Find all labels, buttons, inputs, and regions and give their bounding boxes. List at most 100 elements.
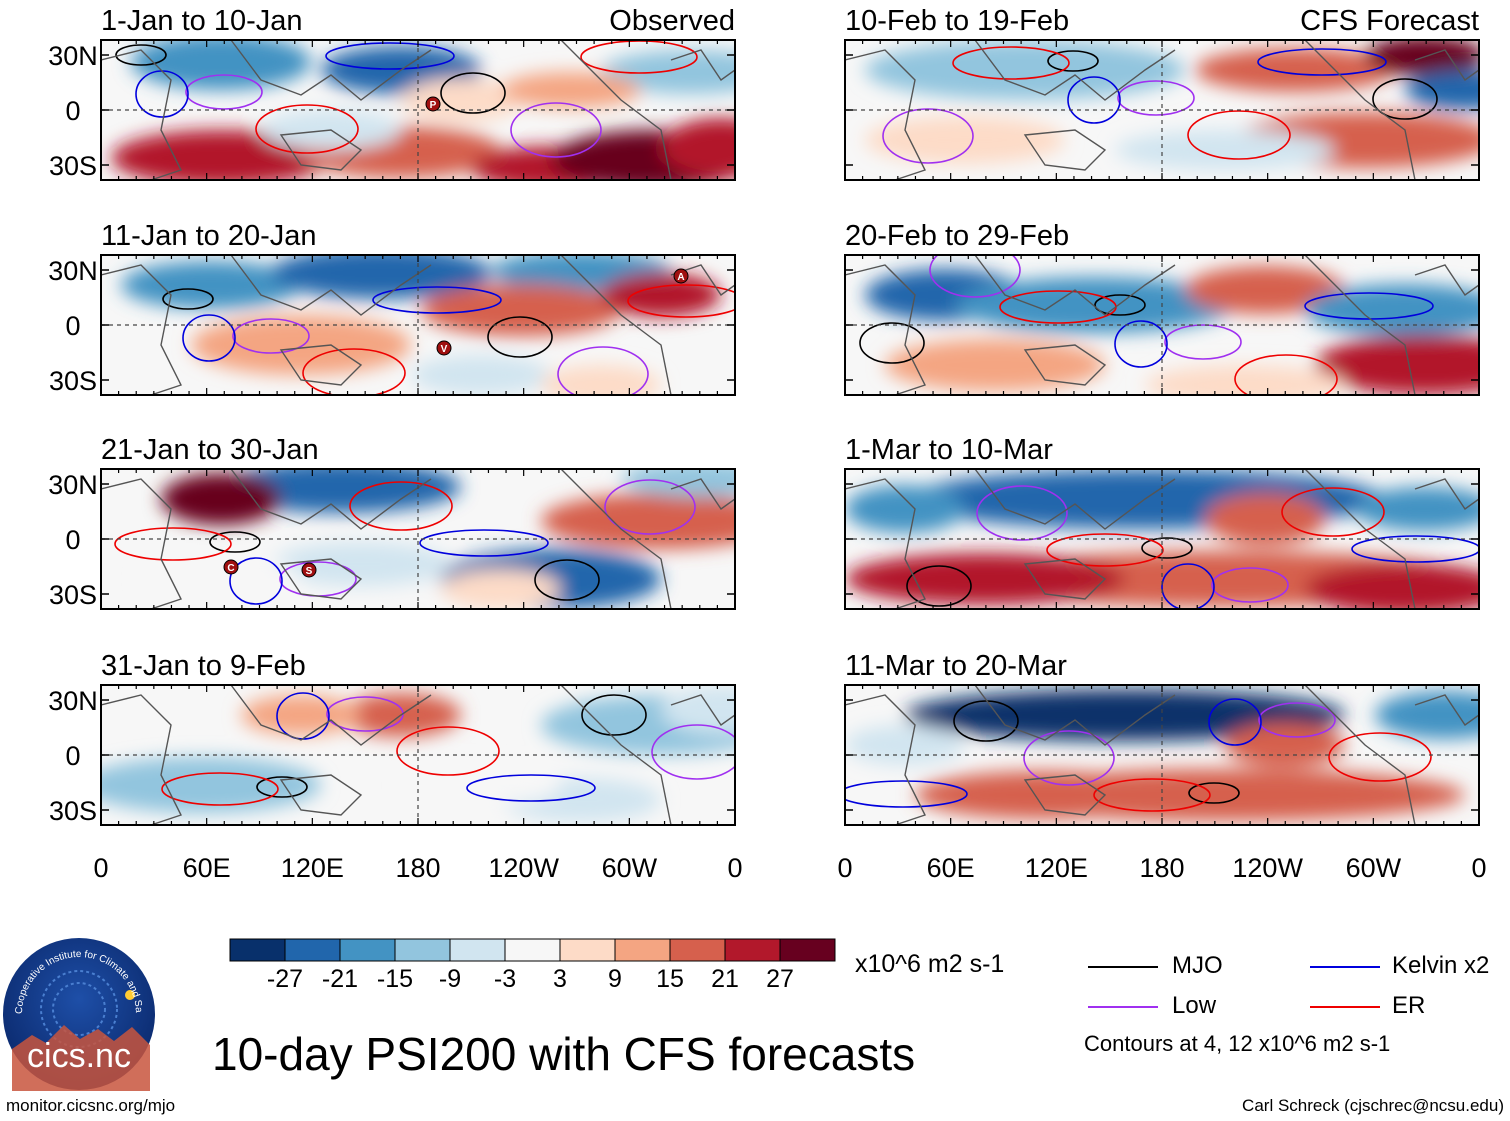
figure-title: 10-day PSI200 with CFS forecasts <box>212 1028 916 1080</box>
legend-line-kelvin <box>1310 966 1380 968</box>
panel-source-tag: CFS Forecast <box>1300 5 1479 37</box>
colorbar-cell <box>284 938 341 962</box>
y-tick-label: 30S <box>49 366 97 396</box>
x-tick-label: 0 <box>727 853 742 883</box>
y-tick-label: 0 <box>65 96 80 126</box>
x-tick-label: 180 <box>395 853 440 883</box>
legend-label-low: Low <box>1172 992 1217 1019</box>
y-tick-label: 0 <box>65 311 80 341</box>
x-tick-label: 120W <box>488 853 559 883</box>
map-panel: 1-Mar to 10-Mar <box>844 434 1480 610</box>
svg-text:P: P <box>430 100 437 111</box>
x-tick-label: 60W <box>1346 853 1402 883</box>
source-url: monitor.cicsnc.org/mjo <box>6 1096 176 1115</box>
colorbar-cell <box>779 938 836 962</box>
psi-field <box>141 469 735 609</box>
coastlines <box>101 40 735 180</box>
phase-marker: A <box>673 268 689 284</box>
logo-text: cics.nc <box>27 1037 131 1075</box>
map-panel: 20-Feb to 29-Feb <box>844 220 1480 396</box>
panel-date-range: 11-Jan to 20-Jan <box>101 220 317 252</box>
colorbar-cell <box>394 938 451 962</box>
y-tick-label: 30N <box>48 686 98 716</box>
phase-marker: S <box>301 562 317 578</box>
colorbar-cell <box>449 938 506 962</box>
colorbar-units: x10^6 m2 s-1 <box>855 950 1005 978</box>
colorbar-label: -27 <box>266 965 304 993</box>
coastlines <box>845 40 1479 180</box>
legend-label-er: ER <box>1392 992 1426 1019</box>
x-tick-label: 180 <box>1139 853 1184 883</box>
phase-marker: P <box>425 96 441 112</box>
y-tick-label: 30S <box>49 796 97 826</box>
map-panel: 1-Jan to 10-Jan Observed 30N 0 30S <box>48 5 736 181</box>
y-tick-label: 30N <box>48 256 98 286</box>
contour-lines <box>162 284 735 395</box>
colorbar-cell <box>559 938 616 962</box>
legend-line-low <box>1088 1006 1158 1008</box>
author-credit: Carl Schreck (cjschrec@ncsu.edu) <box>1242 1096 1504 1115</box>
colorbar-cell <box>504 938 561 962</box>
svg-text:A: A <box>677 272 684 283</box>
panel-date-range: 20-Feb to 29-Feb <box>845 220 1069 252</box>
coastlines <box>101 469 735 609</box>
colorbar-label: -3 <box>493 965 517 993</box>
cics-logo: Cooperative Institute for Climate and Sa… <box>2 937 155 1091</box>
x-tick-label: 0 <box>93 853 108 883</box>
x-tick-label: 60E <box>183 853 231 883</box>
phase-marker: V <box>436 340 452 356</box>
colorbar-cell <box>339 938 396 962</box>
x-tick-label: 120W <box>1232 853 1303 883</box>
coastlines <box>845 469 1479 609</box>
contour-lines <box>845 698 1432 812</box>
svg-text:S: S <box>306 566 313 577</box>
coastlines <box>845 685 1479 825</box>
y-tick-label: 30S <box>49 151 97 181</box>
y-tick-label: 0 <box>65 741 80 771</box>
y-tick-label: 0 <box>65 525 80 555</box>
panel-date-range: 10-Feb to 19-Feb <box>845 5 1069 37</box>
y-tick-label: 30N <box>48 41 98 71</box>
x-tick-label: 120E <box>281 853 344 883</box>
svg-text:V: V <box>441 344 448 355</box>
panel-date-range: 11-Mar to 20-Mar <box>845 650 1067 682</box>
panel-date-range: 31-Jan to 9-Feb <box>101 650 306 682</box>
svg-text:C: C <box>227 563 234 574</box>
colorbar-label: -9 <box>438 965 462 993</box>
panel-source-tag: Observed <box>609 5 735 37</box>
psi-field <box>865 40 1479 170</box>
colorbar-label: 3 <box>553 965 567 993</box>
contour-lines <box>114 479 696 605</box>
contour-lines <box>859 255 1434 395</box>
panel-date-range: 1-Jan to 10-Jan <box>101 5 303 37</box>
colorbar-label: -21 <box>321 965 359 993</box>
contour-lines <box>161 692 735 806</box>
panel-date-range: 21-Jan to 30-Jan <box>101 434 319 466</box>
panel-date-range: 1-Mar to 10-Mar <box>845 434 1053 466</box>
coastlines <box>101 685 735 825</box>
colorbar-cell <box>229 938 286 962</box>
contour-lines <box>882 46 1438 164</box>
x-tick-label: 60W <box>602 853 658 883</box>
legend-line-mjo <box>1088 966 1158 968</box>
legend-line-er <box>1310 1006 1380 1008</box>
colorbar <box>229 938 836 962</box>
contours-note: Contours at 4, 12 x10^6 m2 s-1 <box>1084 1031 1391 1056</box>
y-tick-label: 30N <box>48 470 98 500</box>
colorbar-cell <box>724 938 781 962</box>
colorbar-label: 27 <box>766 965 794 993</box>
colorbar-label: 15 <box>656 965 684 993</box>
phase-marker: C <box>223 559 239 575</box>
legend-label-kelvin: Kelvin x2 <box>1392 952 1490 979</box>
colorbar-label: 9 <box>608 965 622 993</box>
colorbar-cell <box>614 938 671 962</box>
x-tick-label: 0 <box>837 853 852 883</box>
colorbar-cell <box>669 938 726 962</box>
legend-label-mjo: MJO <box>1172 952 1223 979</box>
coastlines <box>101 255 735 395</box>
